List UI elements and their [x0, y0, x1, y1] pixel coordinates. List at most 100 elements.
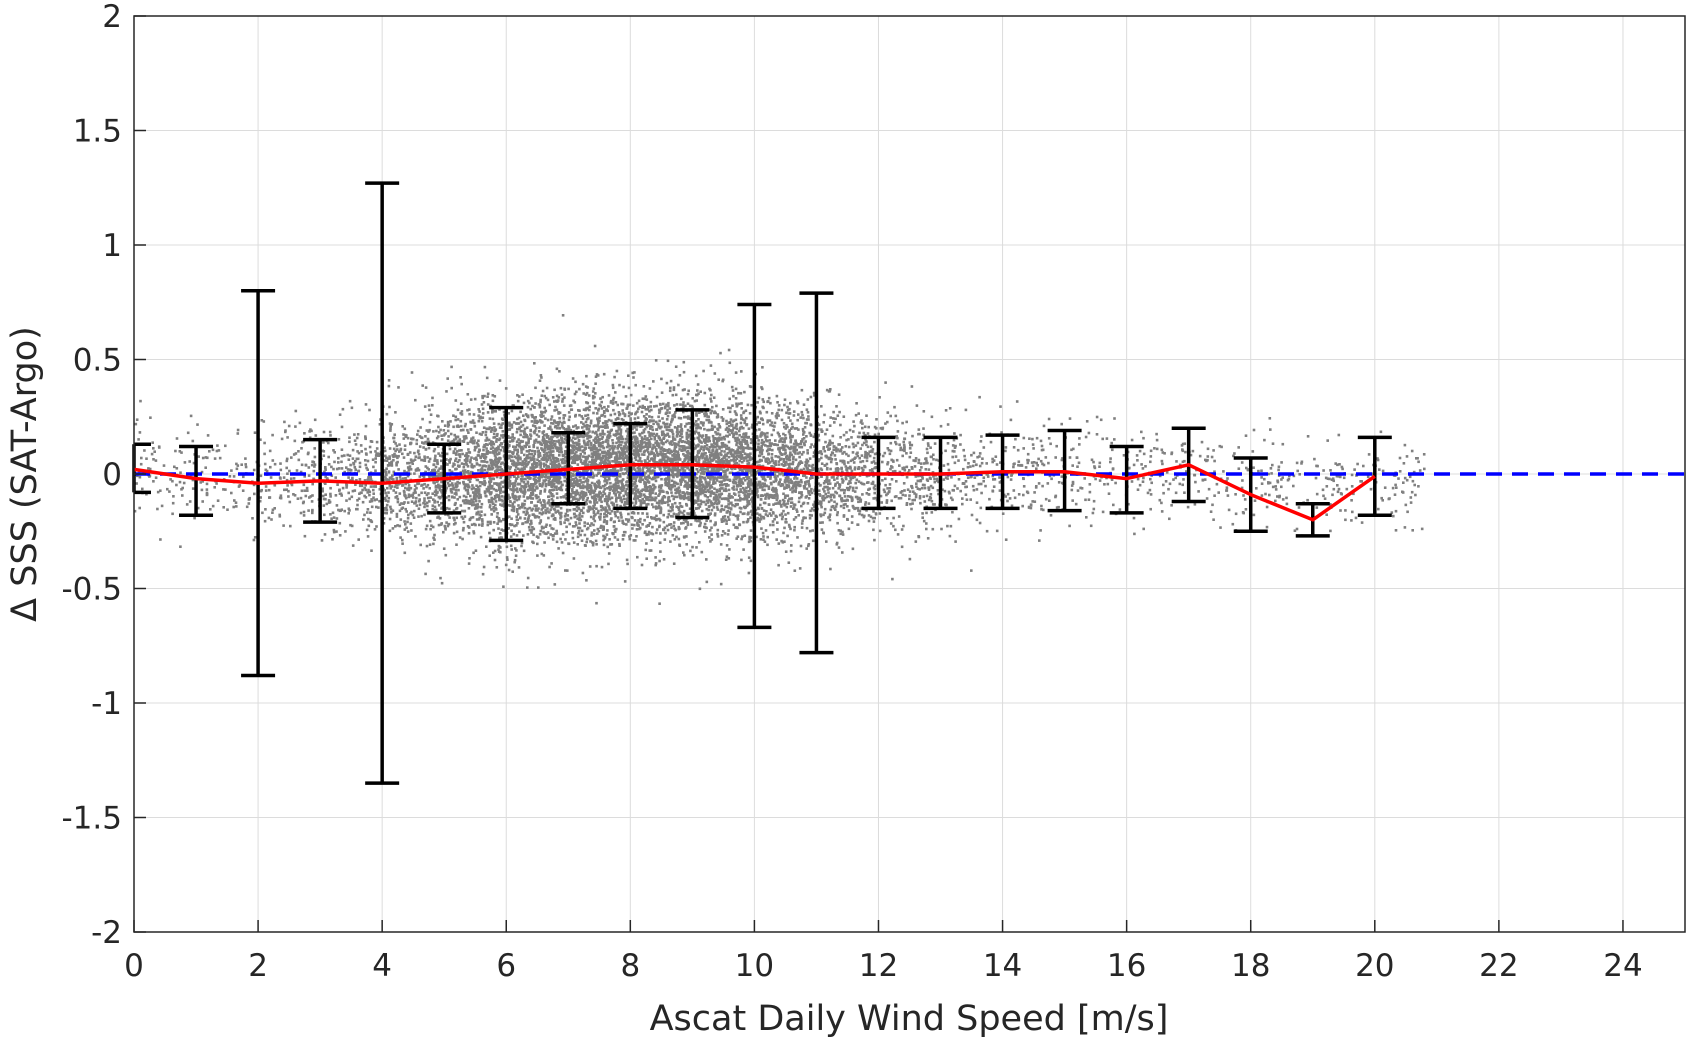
scatter-point: [477, 454, 480, 457]
scatter-point: [922, 495, 925, 498]
scatter-point: [418, 469, 421, 472]
scatter-point: [455, 489, 458, 492]
scatter-point: [432, 504, 435, 507]
scatter-point: [489, 451, 492, 454]
scatter-point: [496, 453, 499, 456]
scatter-point: [1028, 437, 1031, 440]
scatter-point: [159, 538, 162, 541]
scatter-point: [775, 477, 778, 480]
scatter-point: [332, 512, 335, 515]
scatter-point: [457, 489, 460, 492]
scatter-point: [323, 454, 326, 457]
scatter-point: [857, 498, 860, 501]
scatter-point: [632, 376, 635, 379]
scatter-point: [774, 455, 777, 458]
scatter-point: [208, 450, 211, 453]
scatter-point: [646, 512, 649, 515]
scatter-point: [452, 426, 455, 429]
scatter-point: [852, 548, 855, 551]
scatter-point: [518, 531, 521, 534]
scatter-point: [396, 513, 399, 516]
scatter-point: [766, 544, 769, 547]
scatter-point: [286, 458, 289, 461]
scatter-point: [909, 558, 912, 561]
scatter-point: [335, 494, 338, 497]
scatter-point: [1355, 517, 1358, 520]
scatter-point: [969, 465, 972, 468]
scatter-point: [727, 484, 730, 487]
scatter-point: [463, 521, 466, 524]
scatter-point: [230, 469, 233, 472]
scatter-point: [1272, 442, 1275, 445]
scatter-point: [523, 454, 526, 457]
scatter-point: [490, 508, 493, 511]
scatter-point: [590, 516, 593, 519]
scatter-point: [596, 532, 599, 535]
scatter-point: [772, 531, 775, 534]
scatter-point: [484, 469, 487, 472]
scatter-point: [534, 387, 537, 390]
scatter-point: [615, 500, 618, 503]
scatter-point: [634, 384, 637, 387]
scatter-point: [1213, 460, 1216, 463]
scatter-point: [1032, 443, 1035, 446]
scatter-point: [456, 531, 459, 534]
scatter-point: [618, 494, 621, 497]
scatter-point: [797, 514, 800, 517]
scatter-point: [212, 449, 215, 452]
scatter-point: [965, 480, 968, 483]
scatter-point: [460, 425, 463, 428]
scatter-point: [636, 425, 639, 428]
scatter-point: [448, 499, 451, 502]
scatter-point: [508, 569, 511, 572]
scatter-point: [710, 400, 713, 403]
scatter-point: [455, 517, 458, 520]
scatter-point: [760, 527, 763, 530]
scatter-point: [651, 526, 654, 529]
scatter-point: [1093, 500, 1096, 503]
scatter-point: [680, 426, 683, 429]
scatter-point: [716, 533, 719, 536]
scatter-point: [740, 507, 743, 510]
scatter-point: [769, 402, 772, 405]
scatter-point: [617, 445, 620, 448]
scatter-point: [764, 436, 767, 439]
scatter-point: [1140, 463, 1143, 466]
scatter-point: [697, 383, 700, 386]
scatter-point: [1043, 425, 1046, 428]
scatter-point: [485, 431, 488, 434]
scatter-point: [1329, 530, 1332, 533]
scatter-point: [641, 523, 644, 526]
scatter-point: [872, 510, 875, 513]
scatter-point: [409, 465, 412, 468]
scatter-point: [1392, 515, 1395, 518]
scatter-point: [283, 489, 286, 492]
scatter-point: [1071, 499, 1074, 502]
scatter-point: [215, 482, 218, 485]
scatter-point: [673, 513, 676, 516]
scatter-point: [264, 463, 267, 466]
scatter-point: [655, 532, 658, 535]
scatter-point: [1037, 458, 1040, 461]
scatter-point: [563, 441, 566, 444]
scatter-point: [348, 498, 351, 501]
scatter-point: [460, 420, 463, 423]
scatter-point: [656, 396, 659, 399]
scatter-point: [1144, 465, 1147, 468]
scatter-point: [849, 495, 852, 498]
scatter-point: [534, 450, 537, 453]
scatter-point: [733, 479, 736, 482]
scatter-point: [386, 487, 389, 490]
scatter-point: [465, 496, 468, 499]
scatter-point: [1423, 468, 1426, 471]
scatter-point: [776, 395, 779, 398]
scatter-point: [1035, 467, 1038, 470]
scatter-point: [353, 433, 356, 436]
scatter-point: [179, 545, 182, 548]
scatter-point: [1204, 478, 1207, 481]
scatter-point: [1086, 420, 1089, 423]
scatter-point: [1266, 526, 1269, 529]
scatter-point: [988, 498, 991, 501]
scatter-point: [454, 502, 457, 505]
scatter-point: [861, 493, 864, 496]
